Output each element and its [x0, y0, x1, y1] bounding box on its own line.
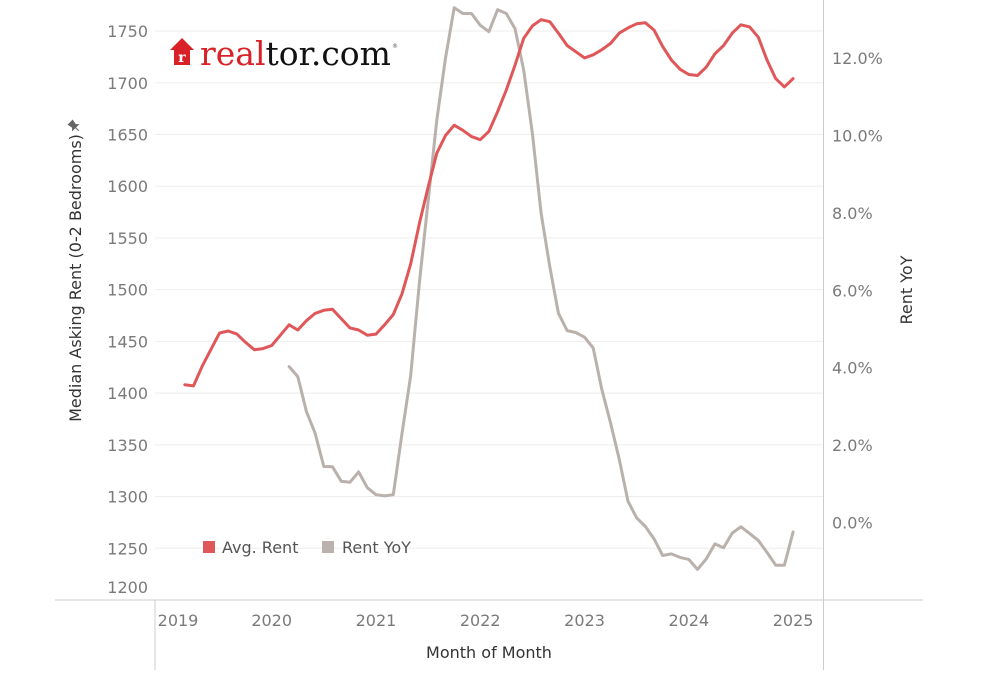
series-line-avg-rent[interactable]: [183, 18, 795, 388]
y-right-tick-label: 0.0%: [832, 514, 873, 533]
x-tick-label: 2019: [158, 611, 199, 630]
y-left-tick-label: 1700: [107, 74, 148, 93]
gridlines: [155, 30, 823, 549]
left-axis-title: Median Asking Rent (0-2 Bedrooms): [66, 134, 85, 422]
legend: Avg. Rent Rent YoY: [203, 538, 411, 557]
y-left-tick-label: 1200: [107, 578, 148, 597]
y-left-tick-label: 1650: [107, 125, 148, 144]
x-tick-label: 2021: [356, 611, 397, 630]
x-tick-label: 2024: [668, 611, 709, 630]
y-left-tick-label: 1500: [107, 281, 148, 300]
series-lines: [183, 6, 795, 571]
legend-item-rent-yoy[interactable]: Rent YoY: [322, 538, 411, 557]
legend-swatch-rent-yoy: [322, 541, 334, 553]
x-tick-label: 2022: [460, 611, 501, 630]
y-left-tick-label: 1350: [107, 436, 148, 455]
house-r-icon: r: [170, 38, 194, 66]
y-right-tick-label: 6.0%: [832, 281, 873, 300]
realtor-logo: r realtor.com ®: [170, 34, 398, 73]
svg-text:realtor.com: realtor.com: [200, 34, 391, 73]
y-right-tick-label: 8.0%: [832, 204, 873, 223]
y-left-tick-label: 1600: [107, 177, 148, 196]
series-line-rent-yoy[interactable]: [287, 6, 795, 571]
y-right-tick-label: 10.0%: [832, 126, 883, 145]
y-left-tick-label: 1550: [107, 229, 148, 248]
right-axis-ticks: 12.0% 10.0% 8.0% 6.0% 4.0% 2.0% 0.0%: [832, 49, 883, 533]
y-right-tick-label: 2.0%: [832, 436, 873, 455]
svg-text:r: r: [178, 50, 186, 66]
x-axis-ticks: 2019 2020 2021 2022 2023 2024 2025: [158, 611, 814, 630]
y-right-tick-label: 4.0%: [832, 359, 873, 378]
legend-label-avg-rent: Avg. Rent: [222, 538, 298, 557]
pin-icon[interactable]: [67, 119, 82, 134]
legend-item-avg-rent[interactable]: Avg. Rent: [203, 538, 298, 557]
y-left-tick-label: 1750: [107, 22, 148, 41]
y-right-tick-label: 12.0%: [832, 49, 883, 68]
x-tick-label: 2020: [251, 611, 292, 630]
svg-text:®: ®: [392, 43, 398, 50]
legend-label-rent-yoy: Rent YoY: [342, 538, 411, 557]
x-tick-label: 2023: [564, 611, 605, 630]
y-left-tick-label: 1450: [107, 332, 148, 351]
x-tick-label: 2025: [773, 611, 814, 630]
x-axis-title: Month of Month: [426, 643, 552, 662]
right-axis-title: Rent YoY: [897, 255, 916, 324]
y-left-tick-label: 1250: [107, 539, 148, 558]
left-axis-ticks: 1750 1700 1650 1600 1550 1500 1450 1400 1350 1300…: [107, 22, 148, 597]
y-left-tick-label: 1400: [107, 384, 148, 403]
y-left-tick-label: 1300: [107, 488, 148, 507]
legend-swatch-avg-rent: [203, 541, 215, 553]
